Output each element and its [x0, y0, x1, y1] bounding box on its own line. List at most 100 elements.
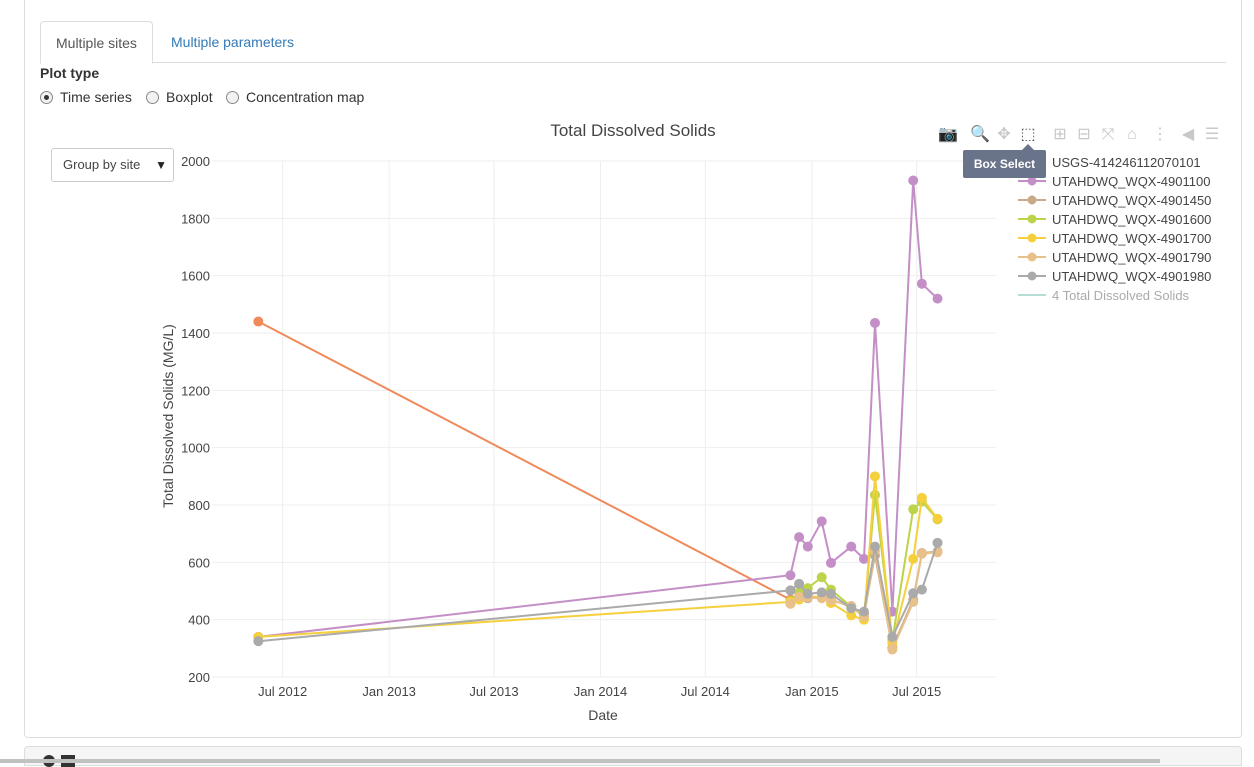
- series-UTAHDWQ_WQX-4901700[interactable]: [253, 471, 943, 649]
- data-point[interactable]: [932, 513, 943, 524]
- data-point[interactable]: [858, 553, 869, 564]
- data-point[interactable]: [785, 585, 796, 596]
- reset-axes-icon[interactable]: ⌂: [1127, 126, 1137, 143]
- data-point[interactable]: [887, 644, 898, 655]
- spike-lines-icon[interactable]: ⋮: [1152, 126, 1168, 143]
- radio-label: Boxplot: [166, 89, 213, 105]
- series-line[interactable]: [258, 180, 939, 638]
- data-point[interactable]: [916, 278, 927, 289]
- radio-circle-checked-icon[interactable]: [40, 90, 53, 104]
- hover-compare-icon[interactable]: ☰: [1204, 126, 1220, 143]
- data-point[interactable]: [908, 588, 919, 599]
- legend-item[interactable]: UTAHDWQ_WQX-4901980: [1018, 269, 1211, 284]
- pan-icon[interactable]: ✥: [997, 126, 1011, 143]
- hover-closest-icon[interactable]: ◀: [1181, 126, 1195, 143]
- collapsed-section-bar[interactable]: [24, 746, 1242, 767]
- chart-grid: [212, 160, 996, 678]
- chart-title: Total Dissolved Solids: [550, 121, 715, 140]
- data-point[interactable]: [825, 557, 836, 568]
- radio-label: Time series: [60, 89, 132, 105]
- y-tick-label: 1000: [181, 441, 210, 456]
- radio-circle-icon[interactable]: [146, 90, 159, 104]
- series-UTAHDWQ_WQX-4901980[interactable]: [253, 537, 943, 647]
- data-point[interactable]: [887, 631, 898, 642]
- data-point[interactable]: [908, 553, 919, 564]
- zoom-in-icon[interactable]: ⊞: [1053, 126, 1067, 143]
- series-line[interactable]: [258, 542, 939, 643]
- data-point[interactable]: [253, 316, 264, 327]
- y-tick-label: 1200: [181, 383, 210, 398]
- data-point[interactable]: [916, 492, 927, 503]
- legend-marker: [1027, 233, 1037, 243]
- data-point[interactable]: [785, 570, 796, 581]
- plot-type-label: Plot type: [40, 65, 100, 81]
- zoom-icon[interactable]: 🔍: [970, 126, 990, 143]
- series-USGS-414246112070101[interactable]: [253, 316, 796, 605]
- data-point[interactable]: [869, 317, 880, 328]
- data-point[interactable]: [794, 578, 805, 589]
- legend-label: UTAHDWQ_WQX-4901100: [1052, 174, 1210, 189]
- legend-item[interactable]: UTAHDWQ_WQX-4901100: [1018, 174, 1210, 189]
- data-point[interactable]: [916, 548, 927, 559]
- chart-axes: 200 400 600 800 1000 1200 1400 1600 1800 2000 Jul …: [181, 154, 941, 699]
- y-tick-label: 800: [188, 498, 210, 513]
- data-point[interactable]: [825, 588, 836, 599]
- zoom-out-icon[interactable]: ⊟: [1077, 126, 1091, 143]
- data-point[interactable]: [846, 610, 857, 621]
- legend-item[interactable]: UTAHDWQ_WQX-4901700: [1018, 231, 1211, 246]
- x-tick-label: Jan 2014: [574, 684, 628, 699]
- data-point[interactable]: [932, 293, 943, 304]
- camera-icon[interactable]: 📷: [938, 126, 958, 143]
- data-point[interactable]: [916, 584, 927, 595]
- data-point[interactable]: [794, 591, 805, 602]
- box-select-icon[interactable]: ⬚: [1020, 126, 1036, 143]
- autoscale-icon[interactable]: ⤧: [1101, 126, 1115, 143]
- series-UTAHDWQ_WQX-4901100[interactable]: [253, 175, 943, 642]
- data-point[interactable]: [869, 471, 880, 482]
- legend-item[interactable]: UTAHDWQ_WQX-4901790: [1018, 250, 1211, 265]
- data-point[interactable]: [794, 532, 805, 543]
- tab-multiple-sites[interactable]: Multiple sites: [40, 21, 153, 64]
- legend-marker: [1027, 214, 1037, 224]
- data-point[interactable]: [816, 572, 827, 583]
- legend-label: 4 Total Dissolved Solids: [1052, 288, 1190, 303]
- legend-marker: [1027, 271, 1037, 281]
- y-tick-label: 2000: [181, 154, 210, 169]
- tab-multiple-parameters[interactable]: Multiple parameters: [171, 34, 294, 50]
- data-point[interactable]: [908, 175, 919, 186]
- data-point[interactable]: [869, 489, 880, 500]
- data-point[interactable]: [846, 603, 857, 614]
- data-point[interactable]: [816, 516, 827, 527]
- radio-circle-icon[interactable]: [226, 90, 239, 104]
- data-point[interactable]: [846, 541, 857, 552]
- legend-item[interactable]: UTAHDWQ_WQX-4901600: [1018, 212, 1211, 227]
- legend-label: UTAHDWQ_WQX-4901790: [1052, 250, 1211, 265]
- data-point[interactable]: [253, 636, 264, 647]
- legend-label: UTAHDWQ_WQX-4901700: [1052, 231, 1211, 246]
- radio-time-series[interactable]: Time series: [40, 89, 132, 105]
- chart-legend[interactable]: USGS-414246112070101 UTAHDWQ_WQX-4901100 U…: [1018, 155, 1211, 303]
- legend-label: UTAHDWQ_WQX-4901600: [1052, 212, 1211, 227]
- data-point[interactable]: [802, 541, 813, 552]
- horizontal-scrollbar[interactable]: [0, 759, 1160, 763]
- data-point[interactable]: [785, 598, 796, 609]
- data-point[interactable]: [932, 537, 943, 548]
- x-tick-label: Jan 2013: [362, 684, 416, 699]
- legend-item[interactable]: 4 Total Dissolved Solids: [1018, 288, 1190, 303]
- data-point[interactable]: [802, 588, 813, 599]
- data-point[interactable]: [816, 587, 827, 598]
- x-tick-label: Jul 2015: [892, 684, 941, 699]
- group-by-select[interactable]: Group by site ▼: [51, 148, 174, 182]
- x-tick-label: Jul 2013: [469, 684, 518, 699]
- legend-item[interactable]: UTAHDWQ_WQX-4901450: [1018, 193, 1211, 208]
- data-point[interactable]: [869, 541, 880, 552]
- y-tick-label: 600: [188, 555, 210, 570]
- data-point[interactable]: [858, 606, 869, 617]
- series-line[interactable]: [257, 320, 791, 601]
- radio-boxplot[interactable]: Boxplot: [146, 89, 213, 105]
- legend-label: UTAHDWQ_WQX-4901450: [1052, 193, 1211, 208]
- radio-concentration-map[interactable]: Concentration map: [226, 89, 364, 105]
- caret-down-icon: ▼: [155, 158, 167, 172]
- data-point[interactable]: [908, 504, 919, 515]
